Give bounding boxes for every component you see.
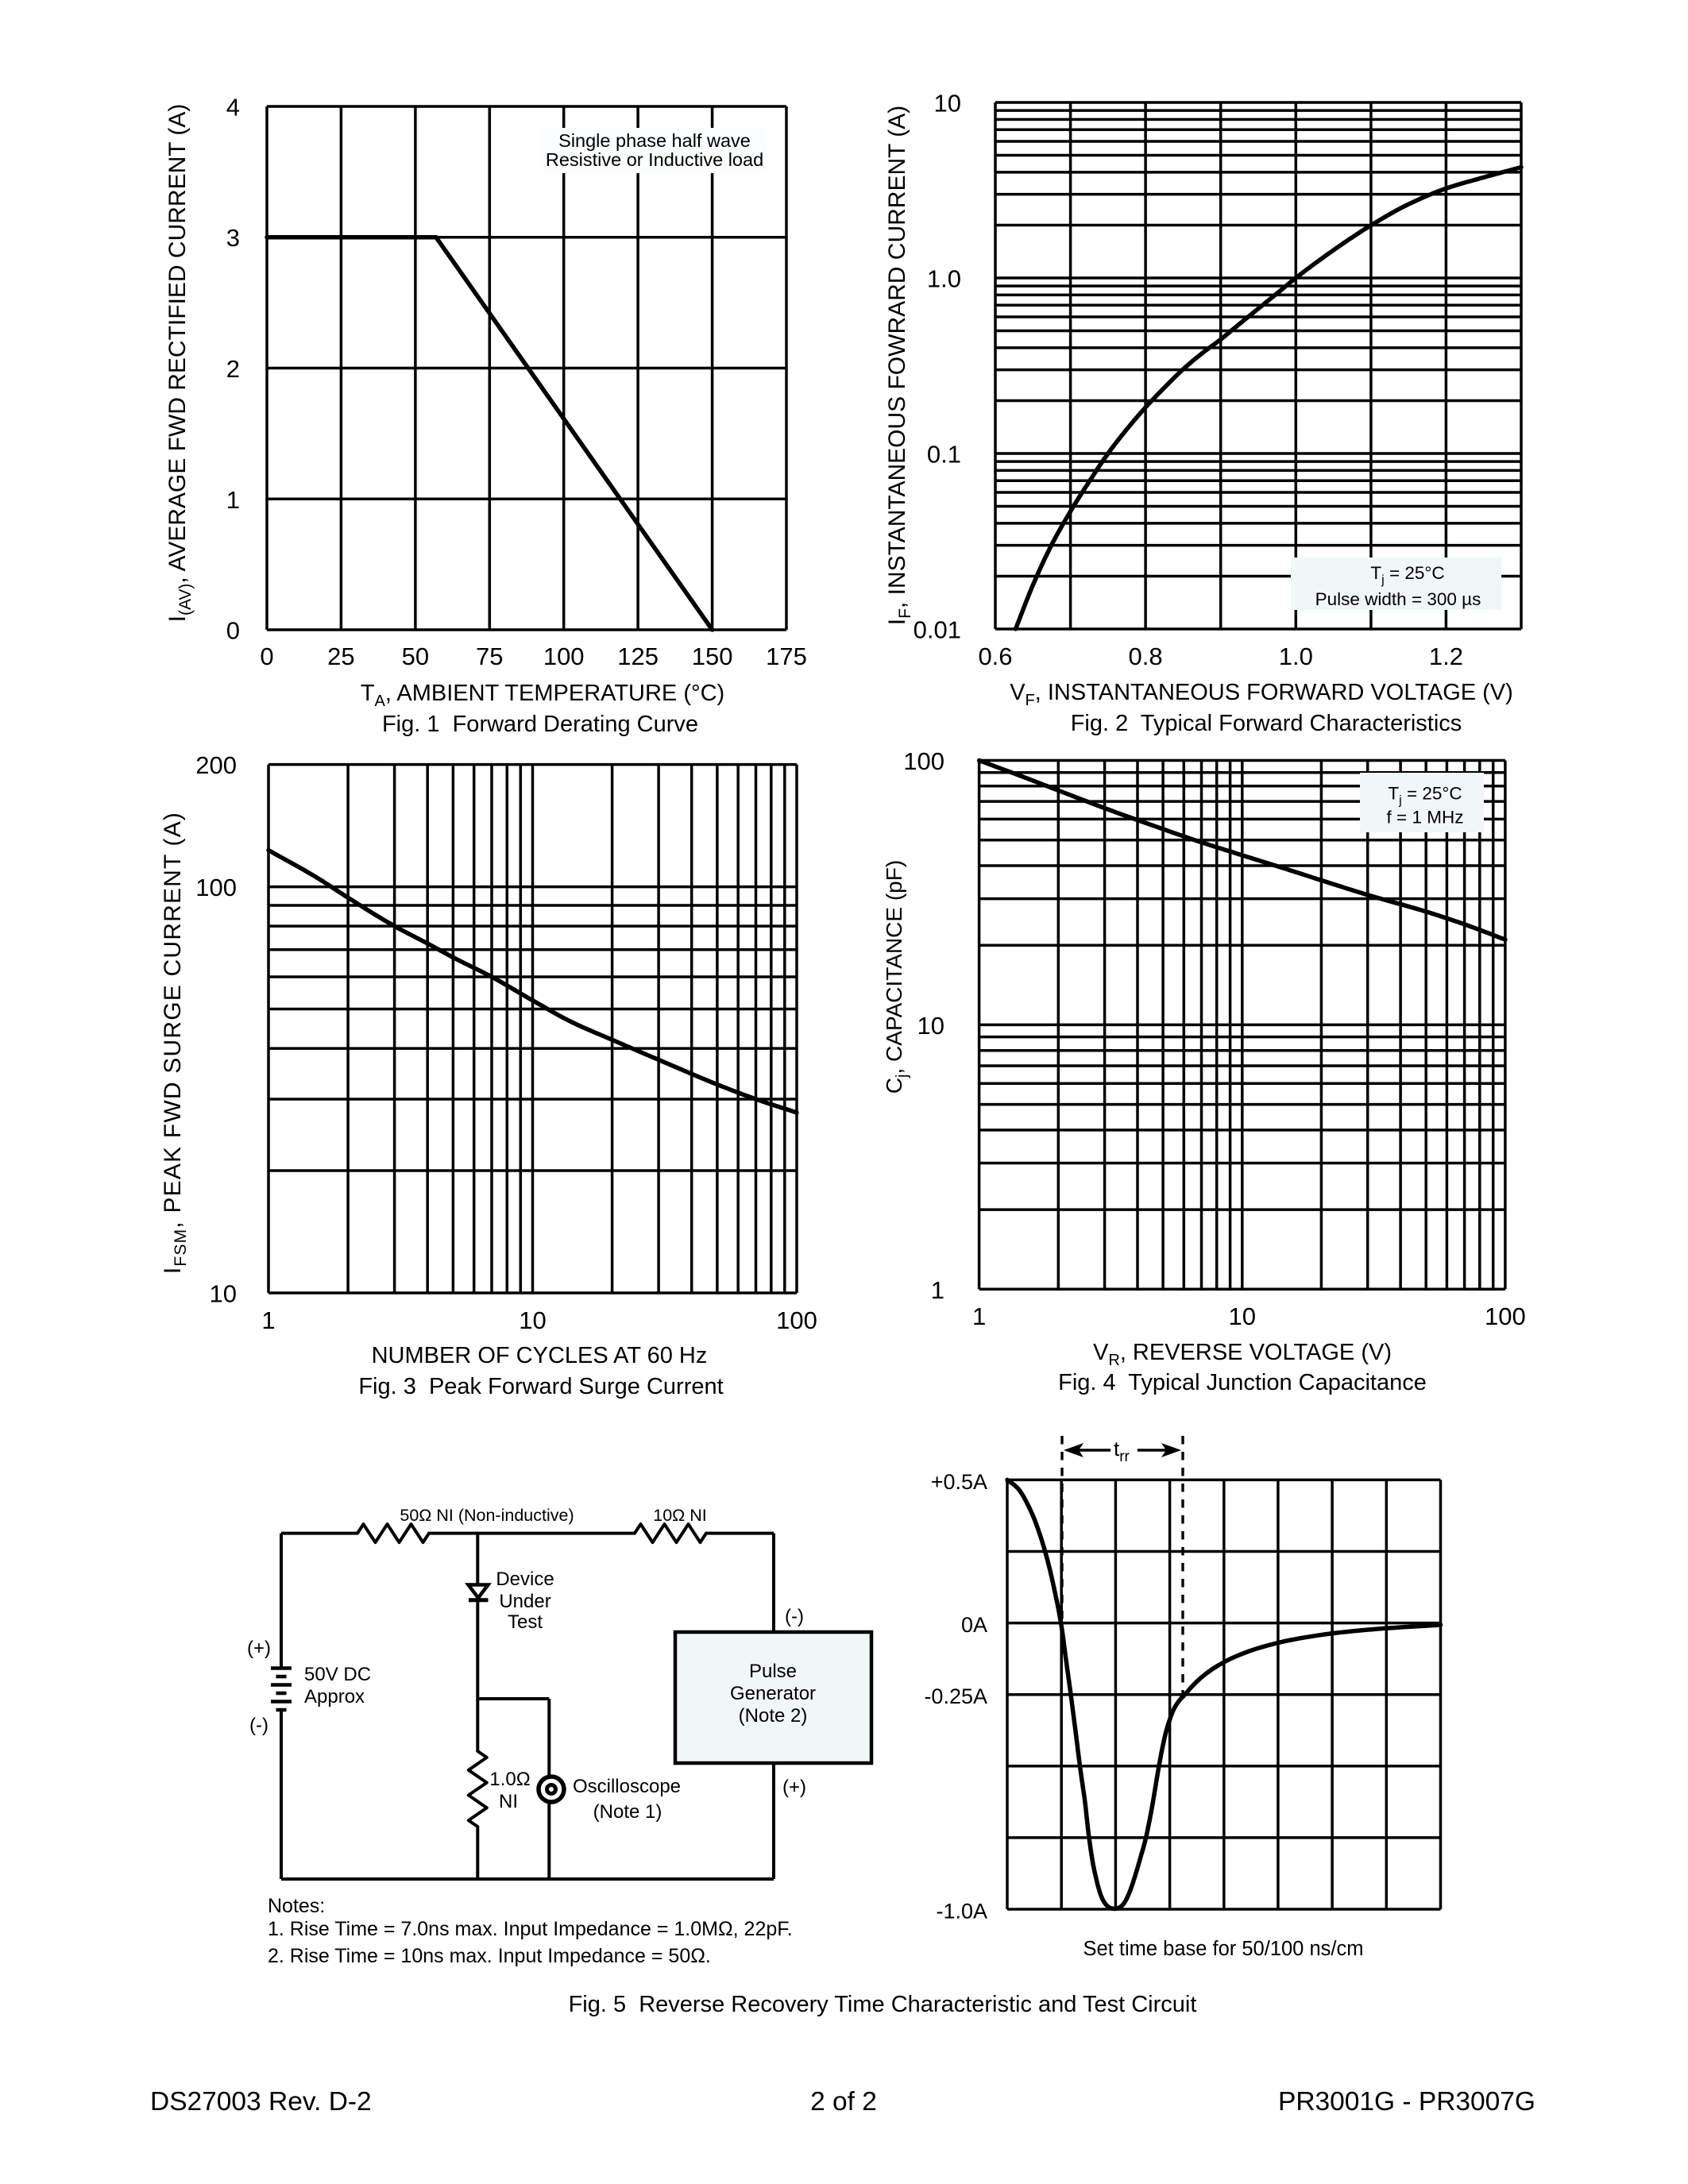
svg-text:(-): (-) bbox=[785, 1606, 804, 1627]
svg-text:NI: NI bbox=[499, 1791, 518, 1812]
svg-text:0: 0 bbox=[260, 642, 273, 670]
svg-text:0.8: 0.8 bbox=[1129, 642, 1163, 670]
svg-text:+0.5A: +0.5A bbox=[931, 1470, 987, 1494]
svg-text:25: 25 bbox=[327, 642, 354, 670]
svg-text:1. Rise Time = 7.0ns max. Inpu: 1. Rise Time = 7.0ns max. Input Impedanc… bbox=[268, 1918, 793, 1940]
svg-text:1: 1 bbox=[972, 1302, 986, 1330]
svg-text:50V DC: 50V DC bbox=[304, 1664, 371, 1685]
svg-text:75: 75 bbox=[476, 642, 503, 670]
svg-text:150: 150 bbox=[692, 642, 733, 670]
svg-text:Fig. 5 Reverse Recovery Time: Fig. 5 Reverse Recovery Time Characteris… bbox=[569, 1992, 1197, 2017]
svg-text:NUMBER OF CYCLES AT 60 Hz: NUMBER OF CYCLES AT 60 Hz bbox=[372, 1343, 708, 1368]
svg-text:Generator: Generator bbox=[730, 1683, 816, 1704]
svg-text:TA, AMBIENT TEMPERATURE (°C): TA, AMBIENT TEMPERATURE (°C) bbox=[361, 681, 724, 710]
svg-text:I(AV), AVERAGE FWD RECTIFIED C: I(AV), AVERAGE FWD RECTIFIED CURRENT (A) bbox=[164, 104, 195, 623]
svg-text:100: 100 bbox=[1485, 1302, 1526, 1330]
svg-text:1: 1 bbox=[226, 486, 240, 514]
svg-text:(Note 2): (Note 2) bbox=[739, 1705, 808, 1727]
svg-text:IF, INSTANTANEOUS FOWRARD CURR: IF, INSTANTANEOUS FOWRARD CURRENT (A) bbox=[884, 106, 914, 626]
svg-text:Resistive or Inductive load: Resistive or Inductive load bbox=[546, 149, 763, 170]
svg-text:200: 200 bbox=[195, 751, 237, 779]
svg-text:Cj, CAPACITANCE (pF): Cj, CAPACITANCE (pF) bbox=[882, 860, 911, 1094]
svg-text:(Note 1): (Note 1) bbox=[593, 1801, 662, 1823]
svg-text:Pulse width = 300 µs: Pulse width = 300 µs bbox=[1315, 589, 1481, 609]
svg-text:10: 10 bbox=[210, 1280, 237, 1308]
svg-text:(-): (-) bbox=[249, 1715, 268, 1736]
svg-text:Set time base for 50/100 ns/cm: Set time base for 50/100 ns/cm bbox=[1083, 1938, 1364, 1960]
svg-text:0: 0 bbox=[226, 617, 240, 645]
svg-text:2 of 2: 2 of 2 bbox=[810, 2087, 877, 2116]
svg-text:Oscilloscope: Oscilloscope bbox=[573, 1776, 681, 1797]
svg-text:100: 100 bbox=[903, 747, 944, 775]
svg-text:Pulse: Pulse bbox=[749, 1661, 797, 1682]
svg-text:(+): (+) bbox=[247, 1638, 271, 1659]
svg-text:IFSM, PEAK FWD SURGE CURRENT (: IFSM, PEAK FWD SURGE CURRENT (A) bbox=[160, 812, 190, 1274]
svg-text:10: 10 bbox=[1229, 1302, 1256, 1330]
svg-text:Fig. 4 Typical Junction Capac: Fig. 4 Typical Junction Capacitance bbox=[1058, 1370, 1427, 1395]
svg-text:3: 3 bbox=[226, 224, 240, 252]
svg-text:50Ω NI (Non-inductive): 50Ω NI (Non-inductive) bbox=[400, 1506, 574, 1525]
svg-text:Under: Under bbox=[499, 1591, 550, 1612]
svg-text:175: 175 bbox=[766, 642, 807, 670]
svg-text:100: 100 bbox=[776, 1306, 817, 1334]
svg-text:Fig. 2 Typical Forward Charac: Fig. 2 Typical Forward Characteristics bbox=[1071, 711, 1462, 736]
svg-text:0.1: 0.1 bbox=[927, 441, 961, 469]
svg-text:1.0: 1.0 bbox=[927, 265, 961, 293]
svg-text:1: 1 bbox=[931, 1276, 944, 1304]
svg-text:10: 10 bbox=[917, 1012, 944, 1040]
svg-text:0.6: 0.6 bbox=[978, 642, 1012, 670]
svg-text:100: 100 bbox=[543, 642, 585, 670]
svg-text:10: 10 bbox=[519, 1306, 546, 1334]
svg-text:2. Rise Time = 10ns max. Input: 2. Rise Time = 10ns max. Input Impedance… bbox=[268, 1945, 711, 1967]
svg-text:1.2: 1.2 bbox=[1429, 642, 1463, 670]
svg-text:VR, REVERSE VOLTAGE (V): VR, REVERSE VOLTAGE (V) bbox=[1093, 1340, 1392, 1369]
svg-text:10: 10 bbox=[934, 90, 961, 118]
svg-text:100: 100 bbox=[195, 874, 237, 901]
svg-text:125: 125 bbox=[617, 642, 659, 670]
svg-text:Approx: Approx bbox=[304, 1686, 365, 1707]
svg-text:Test: Test bbox=[508, 1611, 543, 1633]
svg-text:Single phase half wave: Single phase half wave bbox=[558, 130, 751, 151]
svg-text:VF, INSTANTANEOUS FORWARD VOLT: VF, INSTANTANEOUS FORWARD VOLTAGE (V) bbox=[1010, 680, 1513, 709]
svg-text:0A: 0A bbox=[961, 1613, 987, 1637]
svg-text:10Ω NI: 10Ω NI bbox=[653, 1506, 706, 1525]
svg-text:1.0: 1.0 bbox=[1279, 642, 1313, 670]
svg-text:DS27003 Rev. D-2: DS27003 Rev. D-2 bbox=[150, 2087, 372, 2116]
svg-text:f = 1 MHz: f = 1 MHz bbox=[1387, 808, 1464, 828]
svg-text:-1.0A: -1.0A bbox=[936, 1900, 987, 1924]
svg-text:PR3001G - PR3007G: PR3001G - PR3007G bbox=[1278, 2087, 1535, 2116]
svg-text:50: 50 bbox=[402, 642, 429, 670]
svg-text:Fig. 1 Forward Derating Curve: Fig. 1 Forward Derating Curve bbox=[382, 712, 698, 737]
svg-text:Notes:: Notes: bbox=[268, 1895, 325, 1917]
svg-text:Device: Device bbox=[496, 1569, 554, 1590]
svg-text:Tj = 25°C: Tj = 25°C bbox=[1370, 563, 1444, 587]
svg-text:2: 2 bbox=[226, 355, 240, 383]
svg-text:1: 1 bbox=[261, 1306, 275, 1334]
svg-text:(+): (+) bbox=[782, 1777, 806, 1798]
svg-text:1.0Ω: 1.0Ω bbox=[489, 1769, 530, 1790]
svg-text:0.01: 0.01 bbox=[914, 616, 961, 644]
svg-text:Fig. 3 Peak Forward Surge Cur: Fig. 3 Peak Forward Surge Current bbox=[358, 1374, 723, 1399]
svg-text:4: 4 bbox=[226, 94, 240, 122]
svg-text:-0.25A: -0.25A bbox=[924, 1684, 987, 1708]
